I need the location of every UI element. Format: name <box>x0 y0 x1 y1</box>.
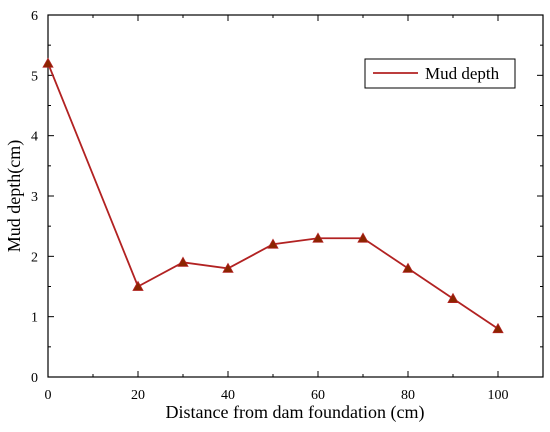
x-tick-label: 80 <box>401 388 415 403</box>
y-tick-label: 6 <box>31 9 38 24</box>
data-point-marker <box>492 322 504 334</box>
data-point-marker <box>447 292 459 303</box>
series-layer <box>42 57 504 334</box>
legend: Mud depth <box>364 58 516 89</box>
data-point-marker <box>42 57 54 68</box>
ticks <box>47 14 544 378</box>
y-tick-label: 3 <box>31 190 38 205</box>
x-tick-label: 60 <box>311 388 325 403</box>
data-point-marker <box>312 232 324 243</box>
x-tick-label: 20 <box>131 388 145 403</box>
y-axis-title: Mud depth(cm) <box>4 140 25 252</box>
data-point-marker <box>177 256 189 267</box>
y-tick-label: 2 <box>31 250 38 265</box>
x-tick-label: 100 <box>488 388 509 403</box>
x-axis-title: Distance from dam foundation (cm) <box>166 402 425 423</box>
tick-labels: 0 20 40 60 80 100 0 1 2 3 4 5 6 <box>31 9 509 403</box>
series-line <box>47 62 499 330</box>
x-tick-label: 0 <box>45 388 52 403</box>
data-point-marker <box>132 280 144 291</box>
data-point-marker <box>357 232 369 243</box>
data-point-marker <box>402 262 414 273</box>
y-tick-label: 0 <box>31 371 38 386</box>
x-tick-label: 40 <box>221 388 235 403</box>
y-tick-label: 5 <box>31 69 38 84</box>
legend-label: Mud depth <box>425 64 500 83</box>
data-point-marker <box>267 238 279 249</box>
data-point-marker <box>222 262 234 273</box>
y-tick-label: 4 <box>31 130 38 145</box>
y-tick-label: 1 <box>31 311 38 326</box>
